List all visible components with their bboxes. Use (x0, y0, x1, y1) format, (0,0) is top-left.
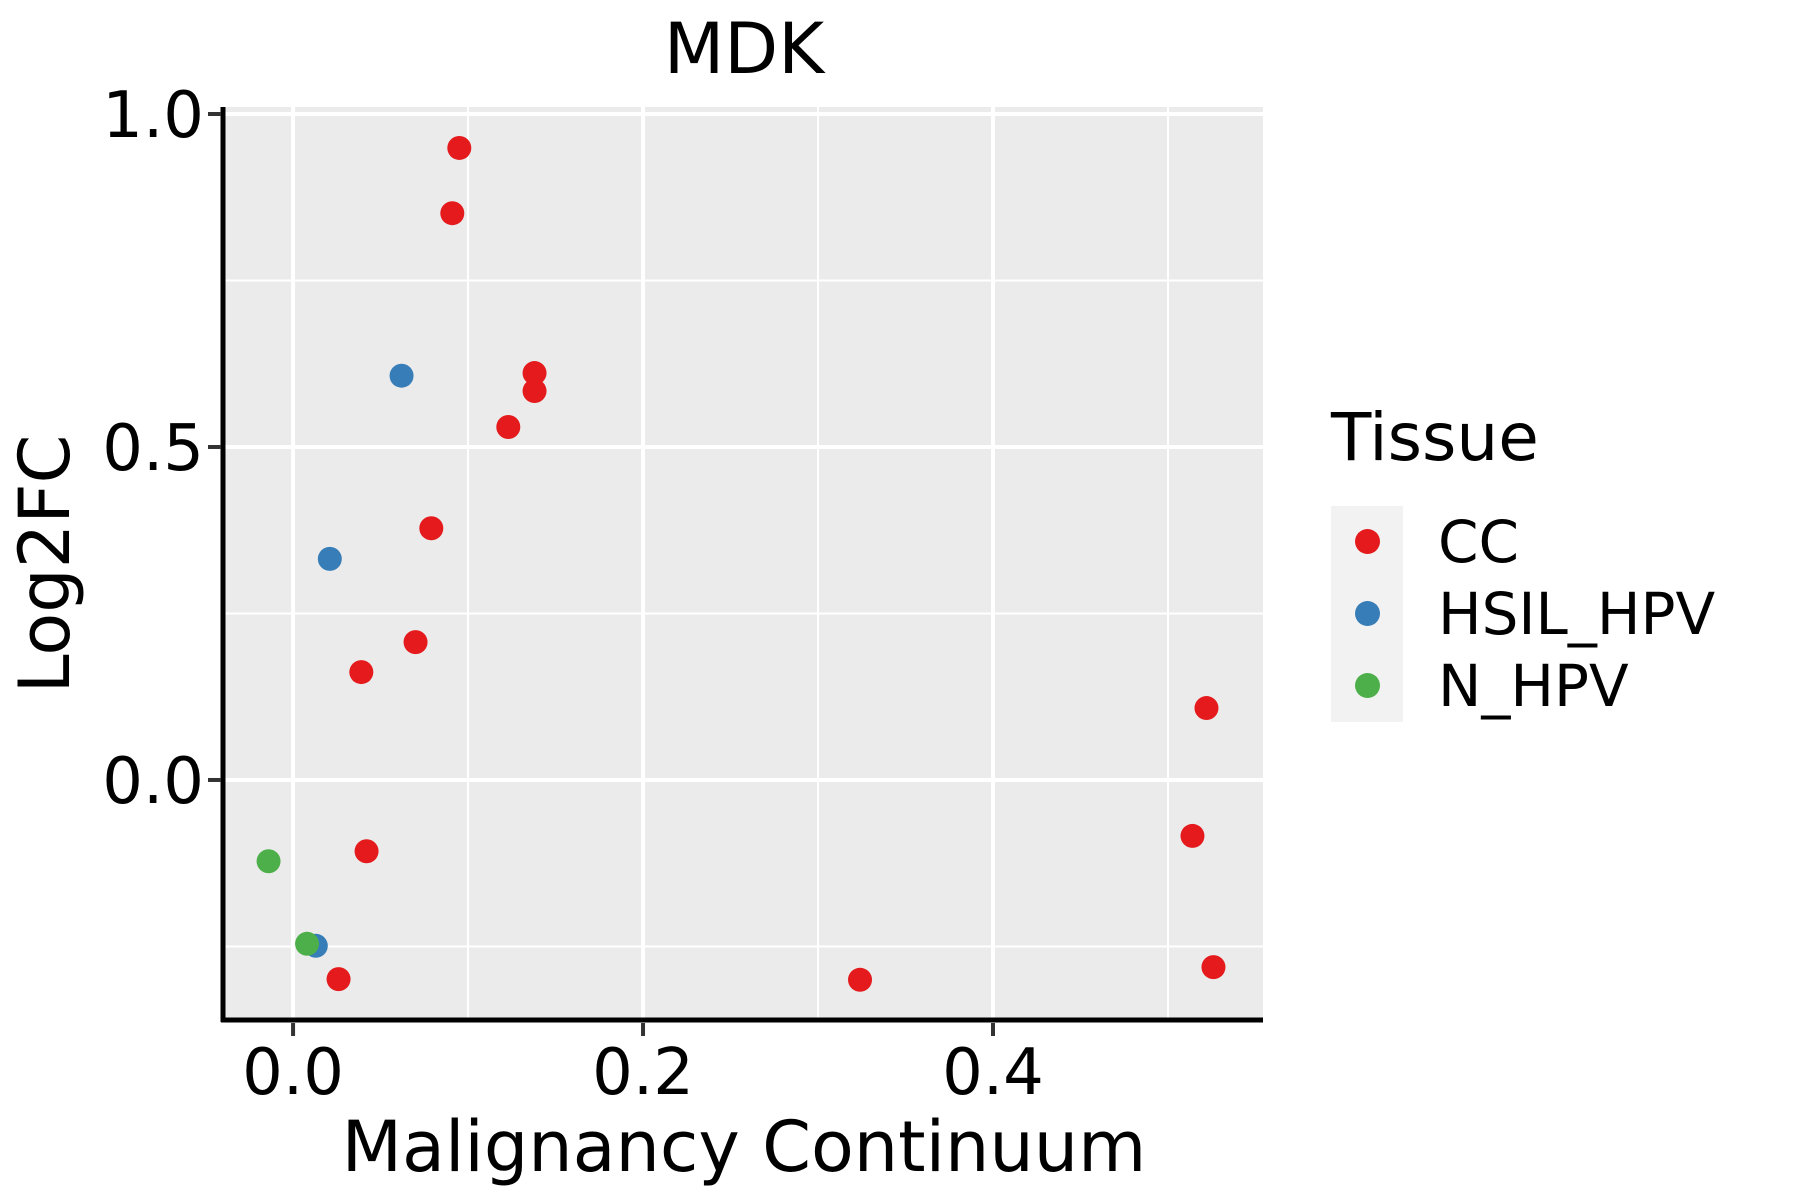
legend: Tissue CC HSIL_HPV N_HPV (1331, 400, 1715, 722)
x-tick-label: 0.4 (942, 1036, 1044, 1110)
legend-label-cc: CC (1438, 507, 1519, 576)
data-point-CC (349, 660, 374, 685)
legend-entry-n-hpv: N_HPV (1331, 649, 1715, 722)
y-tick-label: 1.0 (102, 79, 204, 153)
data-point-CC (440, 201, 465, 226)
data-point-CC (1194, 696, 1219, 721)
data-point-CC (354, 839, 379, 864)
data-point-HSIL_HPV (317, 546, 342, 571)
data-point-HSIL_HPV (389, 363, 414, 388)
legend-title: Tissue (1331, 399, 1539, 476)
hsil-hpv-dot-icon (1354, 601, 1380, 627)
data-point-CC (326, 967, 351, 992)
legend-key-n-hpv (1331, 649, 1403, 722)
cc-dot-icon (1354, 529, 1380, 555)
data-point-CC (447, 135, 472, 160)
x-tick-label: 0.0 (242, 1036, 344, 1110)
legend-key-cc (1331, 505, 1403, 578)
y-tick-label: 0.5 (102, 412, 204, 486)
plot-title: MDK (663, 8, 825, 90)
data-point-CC (403, 630, 428, 655)
plot-panel (225, 107, 1263, 1020)
legend-label-n-hpv: N_HPV (1438, 651, 1629, 720)
data-point-N_HPV (256, 849, 281, 874)
data-point-CC (848, 967, 873, 992)
x-axis-title: Malignancy Continuum (341, 1106, 1147, 1188)
data-point-N_HPV (295, 931, 320, 956)
legend-key-hsil-hpv (1331, 577, 1403, 650)
legend-entry-hsil-hpv: HSIL_HPV (1331, 577, 1716, 650)
legend-entry-cc: CC (1331, 505, 1715, 578)
data-point-CC (1201, 955, 1226, 980)
x-tick-label: 0.2 (592, 1036, 694, 1110)
data-point-CC (522, 361, 547, 386)
data-point-CC (522, 379, 547, 404)
data-point-CC (419, 516, 444, 541)
legend-entries: CC HSIL_HPV N_HPV (1331, 505, 1716, 722)
legend-label-hsil-hpv: HSIL_HPV (1438, 579, 1716, 648)
data-point-CC (496, 415, 521, 440)
n-hpv-dot-icon (1354, 673, 1380, 699)
y-tick-label: 0.0 (102, 745, 204, 819)
data-point-CC (1180, 823, 1205, 848)
y-axis-title: Log2FC (4, 434, 86, 694)
